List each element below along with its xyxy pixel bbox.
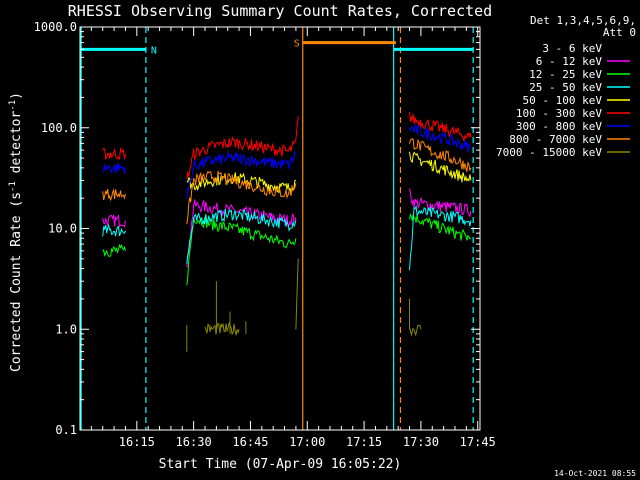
footer-timestamp: 14-Oct-2021 08:55 bbox=[554, 469, 636, 478]
series-line bbox=[186, 209, 297, 265]
series-6-12-kev bbox=[102, 188, 472, 268]
y-axis-label: Corrected Count Rate (s-1 detector-1) bbox=[8, 92, 24, 372]
region-label: S bbox=[294, 39, 300, 50]
series-12-25-kev bbox=[102, 213, 472, 286]
series-line bbox=[102, 234, 126, 248]
legend-header: Att 0 bbox=[603, 26, 636, 39]
legend-label: 100 - 300 keV bbox=[516, 107, 602, 120]
y-tick-label: 1000.0 bbox=[34, 20, 77, 34]
y-tick-label: 100.0 bbox=[41, 121, 77, 135]
y-axis-label-sup2: -1 bbox=[8, 100, 18, 111]
legend-label: 6 - 12 keV bbox=[536, 55, 603, 68]
series-line bbox=[409, 188, 472, 218]
series-line bbox=[102, 188, 126, 202]
series-line bbox=[409, 111, 472, 142]
series-line bbox=[186, 172, 296, 194]
y-tick-label: 1.0 bbox=[55, 322, 77, 336]
series-line bbox=[102, 213, 126, 228]
legend-label: 300 - 800 keV bbox=[516, 120, 602, 133]
axes: 1000.0 100.0 10.0 1.0 0.1 16:15 16:30 16:45 17:0… bbox=[34, 20, 496, 449]
series-line bbox=[409, 204, 472, 271]
series-100-300-kev bbox=[102, 111, 472, 180]
series-7000-15000-kev bbox=[186, 258, 422, 352]
series-line bbox=[409, 324, 422, 337]
region-label: N bbox=[151, 45, 157, 56]
legend-label: 800 - 7000 keV bbox=[509, 133, 602, 146]
chart-title: RHESSI Observing Summary Count Rates, Co… bbox=[68, 2, 492, 20]
series-line bbox=[186, 216, 297, 286]
y-axis-label-main: Corrected Count Rate (s bbox=[9, 192, 24, 372]
legend-header: Det 1,3,4,5,6,9, bbox=[530, 14, 636, 27]
series-line bbox=[409, 209, 472, 237]
series-line bbox=[409, 137, 472, 172]
series-line bbox=[409, 213, 472, 241]
series-line bbox=[102, 223, 126, 237]
series-line bbox=[102, 146, 126, 160]
series-800-7000-kev bbox=[102, 137, 472, 225]
y-axis-label-mid: detector bbox=[9, 111, 24, 182]
series-line bbox=[186, 149, 297, 200]
legend-label: 25 - 50 keV bbox=[529, 81, 602, 94]
x-tick-label: 16:45 bbox=[232, 435, 268, 449]
x-tick-label: 17:45 bbox=[460, 435, 496, 449]
y-axis-label-end: ) bbox=[9, 92, 24, 100]
series-25-50-kev bbox=[102, 204, 472, 271]
series-line bbox=[409, 151, 472, 183]
series-line bbox=[186, 199, 297, 268]
plot-area: NS bbox=[80, 27, 474, 430]
series-line bbox=[204, 321, 240, 336]
series-line bbox=[186, 116, 299, 180]
series-300-800-kev bbox=[102, 124, 472, 200]
series-line bbox=[186, 170, 297, 225]
y-tick-label: 0.1 bbox=[55, 423, 77, 437]
y-tick-label: 10.0 bbox=[48, 222, 77, 236]
legend-label: 3 - 6 keV bbox=[542, 42, 602, 55]
series-50-100-kev bbox=[186, 151, 472, 194]
legend-label: 50 - 100 keV bbox=[523, 94, 603, 107]
x-tick-label: 17:30 bbox=[403, 435, 439, 449]
series-line bbox=[102, 243, 126, 257]
legend-label: 7000 - 15000 keV bbox=[496, 146, 602, 159]
x-tick-label: 16:15 bbox=[119, 435, 155, 449]
y-axis-label-sup1: -1 bbox=[8, 181, 18, 192]
series-line bbox=[295, 258, 299, 330]
series-line bbox=[102, 162, 126, 174]
x-tick-label: 17:00 bbox=[289, 435, 325, 449]
x-tick-label: 17:15 bbox=[346, 435, 382, 449]
x-axis-label: Start Time (07-Apr-09 16:05:22) bbox=[159, 457, 402, 472]
legend-label: 12 - 25 keV bbox=[529, 68, 602, 81]
x-tick-label: 16:30 bbox=[176, 435, 212, 449]
series-line bbox=[409, 124, 472, 153]
plot-frame bbox=[79, 26, 481, 431]
